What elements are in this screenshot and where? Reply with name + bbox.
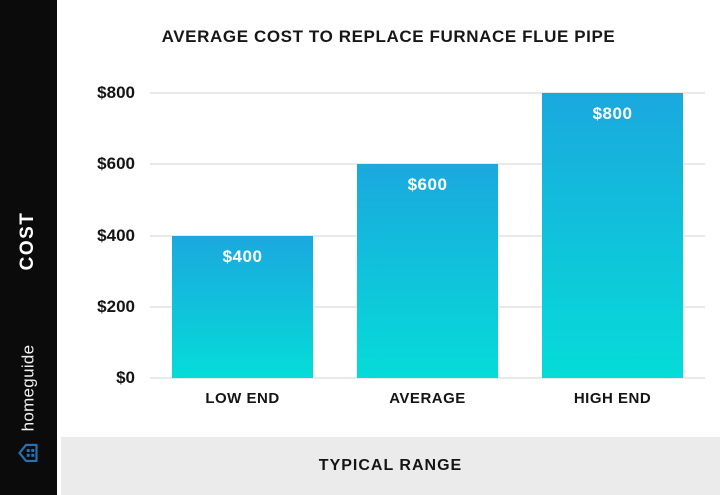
y-tick-label: $0 — [116, 368, 135, 387]
x-tick-label: HIGH END — [573, 390, 652, 407]
bar-low-end: $400 — [172, 235, 313, 378]
homeguide-house-icon — [18, 443, 38, 463]
gridline — [150, 377, 705, 379]
bar-value-label: $800 — [592, 104, 633, 123]
bar-value-label: $400 — [222, 246, 263, 266]
y-tick-label: $200 — [97, 296, 135, 316]
y-tick-label: $600 — [97, 154, 135, 174]
y-axis-title: COST — [17, 211, 38, 271]
bar-average: $600 — [357, 164, 498, 378]
x-tick-label: AVERAGE — [389, 390, 466, 407]
bar-value-label: $600 — [407, 175, 448, 195]
brand-name: homeguide — [18, 344, 37, 432]
y-tick-label: $800 — [97, 83, 135, 102]
x-axis-title-bar: TYPICAL RANGE — [61, 437, 720, 495]
y-tick-label: $400 — [97, 225, 135, 245]
gridline — [150, 92, 705, 94]
x-tick-label: LOW END — [205, 390, 280, 407]
chart-title: AVERAGE COST TO REPLACE FURNACE FLUE PIP… — [161, 27, 616, 46]
sidebar: COST homeguide — [0, 0, 57, 495]
brand-logo: homeguide — [16, 345, 41, 466]
x-axis-title: TYPICAL RANGE — [318, 457, 463, 474]
bar-high-end: $800 — [542, 93, 683, 378]
plot-area: $0 $200 $400 $600 $800 $400 LOW END $600 AVERAGE… — [97, 83, 705, 407]
